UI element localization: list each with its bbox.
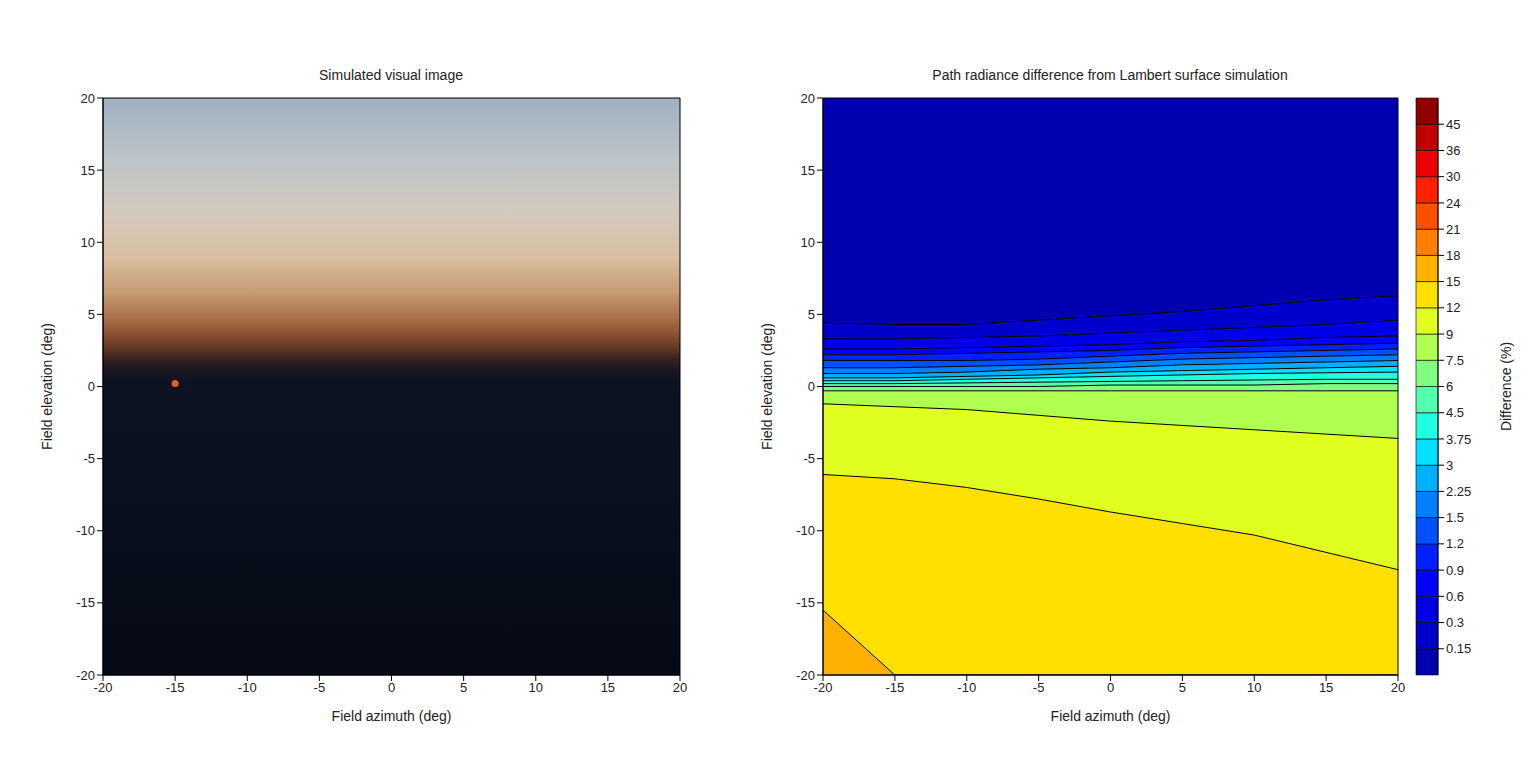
svg-text:-10: -10	[796, 523, 815, 538]
svg-text:9: 9	[1446, 327, 1453, 342]
svg-text:0: 0	[1107, 680, 1114, 695]
svg-text:1.5: 1.5	[1446, 510, 1464, 525]
svg-text:0: 0	[88, 379, 95, 394]
svg-text:4.5: 4.5	[1446, 405, 1464, 420]
svg-text:0: 0	[388, 680, 395, 695]
svg-text:-20: -20	[76, 668, 95, 683]
svg-text:6: 6	[1446, 379, 1453, 394]
svg-text:0.6: 0.6	[1446, 589, 1464, 604]
svg-text:-5: -5	[314, 680, 326, 695]
svg-text:5: 5	[808, 307, 815, 322]
svg-text:1.2: 1.2	[1446, 536, 1464, 551]
svg-text:15: 15	[1319, 680, 1333, 695]
svg-text:20: 20	[81, 91, 95, 106]
svg-text:0.15: 0.15	[1446, 641, 1471, 656]
svg-text:3: 3	[1446, 458, 1453, 473]
svg-text:5: 5	[88, 307, 95, 322]
svg-text:12: 12	[1446, 300, 1460, 315]
svg-text:20: 20	[673, 680, 687, 695]
svg-text:-15: -15	[166, 680, 185, 695]
html-text:Path radiance difference from: Path radiance difference from Lambert su…	[932, 67, 1288, 83]
svg-text:15: 15	[601, 680, 615, 695]
svg-text:Field elevation (deg): Field elevation (deg)	[759, 323, 775, 450]
svg-text:5: 5	[1179, 680, 1186, 695]
svg-text:10: 10	[529, 680, 543, 695]
svg-text:-15: -15	[76, 595, 95, 610]
svg-text:15: 15	[1446, 274, 1460, 289]
svg-text:-15: -15	[796, 595, 815, 610]
svg-text:0: 0	[808, 379, 815, 394]
html-text:Simulated visual image: Simulated visual image	[319, 67, 463, 83]
svg-text:10: 10	[801, 235, 815, 250]
svg-text:Difference (%): Difference (%)	[1498, 342, 1514, 431]
svg-text:10: 10	[1247, 680, 1261, 695]
svg-text:-10: -10	[957, 680, 976, 695]
svg-text:Field elevation (deg): Field elevation (deg)	[39, 323, 55, 450]
svg-text:-5: -5	[83, 451, 95, 466]
svg-text:0.9: 0.9	[1446, 563, 1464, 578]
svg-text:20: 20	[1391, 680, 1405, 695]
svg-text:30: 30	[1446, 169, 1460, 184]
svg-text:7.5: 7.5	[1446, 353, 1464, 368]
svg-text:5: 5	[460, 680, 467, 695]
svg-text:3.75: 3.75	[1446, 432, 1471, 447]
svg-text:Field azimuth (deg): Field azimuth (deg)	[332, 708, 452, 724]
svg-text:-20: -20	[796, 668, 815, 683]
svg-text:-5: -5	[1033, 680, 1045, 695]
svg-text:15: 15	[801, 163, 815, 178]
svg-text:2.25: 2.25	[1446, 484, 1471, 499]
svg-text:45: 45	[1446, 117, 1460, 132]
svg-text:20: 20	[801, 91, 815, 106]
svg-text:-10: -10	[76, 523, 95, 538]
svg-text:0.3: 0.3	[1446, 615, 1464, 630]
svg-text:Field azimuth (deg): Field azimuth (deg)	[1051, 708, 1171, 724]
svg-text:-20: -20	[94, 680, 113, 695]
svg-text:15: 15	[81, 163, 95, 178]
svg-text:36: 36	[1446, 143, 1460, 158]
svg-text:-10: -10	[238, 680, 257, 695]
svg-text:24: 24	[1446, 196, 1460, 211]
svg-text:10: 10	[81, 235, 95, 250]
svg-text:-15: -15	[885, 680, 904, 695]
svg-text:21: 21	[1446, 222, 1460, 237]
svg-text:-5: -5	[803, 451, 815, 466]
svg-text:-20: -20	[814, 680, 833, 695]
svg-text:18: 18	[1446, 248, 1460, 263]
